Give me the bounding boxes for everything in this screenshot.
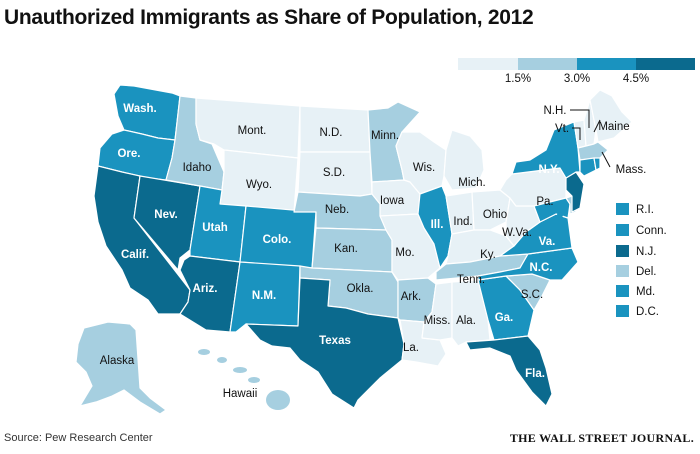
label-fla: Fla. bbox=[525, 368, 545, 380]
label-iowa: Iowa bbox=[380, 195, 405, 207]
side-label-del: Del. bbox=[636, 266, 656, 278]
side-label-md: Md. bbox=[636, 286, 655, 298]
label-texas: Texas bbox=[319, 335, 351, 347]
leader-lines bbox=[570, 109, 611, 168]
label-mass: Mass. bbox=[616, 164, 647, 176]
color-scale-legend: 1.5% 3.0% 4.5% bbox=[458, 58, 695, 85]
label-wva: W.Va. bbox=[502, 227, 532, 239]
state-hawaii bbox=[198, 349, 290, 410]
state-mich bbox=[443, 129, 485, 191]
label-ala: Ala. bbox=[456, 315, 476, 327]
label-alaska: Alaska bbox=[100, 355, 135, 367]
swatch-conn bbox=[616, 224, 629, 236]
label-hawaii: Hawaii bbox=[223, 388, 258, 400]
label-calif: Calif. bbox=[121, 249, 149, 261]
state-conn bbox=[579, 157, 597, 177]
label-ohio: Ohio bbox=[483, 209, 507, 221]
label-miss: Miss. bbox=[424, 315, 451, 327]
label-maine: Maine bbox=[598, 121, 629, 133]
label-nh: N.H. bbox=[544, 105, 567, 117]
label-la: La. bbox=[403, 342, 419, 354]
label-sc: S.C. bbox=[521, 289, 543, 301]
swatch-dc bbox=[616, 305, 629, 317]
label-nd: N.D. bbox=[320, 127, 343, 139]
label-utah: Utah bbox=[202, 222, 228, 234]
state-nh bbox=[583, 99, 597, 147]
label-kan: Kan. bbox=[334, 243, 358, 255]
small-states-legend: R.I. Conn. N.J. Del. Md. D.C. bbox=[616, 203, 667, 318]
label-neb: Neb. bbox=[325, 204, 349, 216]
label-sd: S.D. bbox=[323, 167, 345, 179]
label-wis: Wis. bbox=[413, 162, 435, 174]
state-alaska bbox=[75, 321, 167, 415]
swatch-del bbox=[616, 265, 629, 277]
label-va: Va. bbox=[539, 236, 556, 248]
label-nev: Nev. bbox=[154, 209, 177, 221]
label-ill: Ill. bbox=[431, 219, 444, 231]
swatch-nj bbox=[616, 245, 629, 257]
label-wyo: Wyo. bbox=[246, 179, 272, 191]
side-label-nj: N.J. bbox=[636, 246, 656, 258]
label-ind: Ind. bbox=[453, 216, 472, 228]
label-minn: Minn. bbox=[371, 130, 399, 142]
swatch-ri bbox=[616, 203, 629, 215]
label-nm: N.M. bbox=[252, 290, 276, 302]
state-ill bbox=[417, 185, 453, 269]
label-nc: N.C. bbox=[530, 262, 553, 274]
label-wash: Wash. bbox=[123, 103, 156, 115]
map-title: Unauthorized Immigrants as Share of Popu… bbox=[4, 6, 534, 29]
side-label-ri: R.I. bbox=[636, 204, 654, 216]
label-ariz: Ariz. bbox=[193, 283, 218, 295]
label-idaho: Idaho bbox=[183, 162, 212, 174]
side-label-conn: Conn. bbox=[636, 225, 667, 237]
scale-bin-1 bbox=[458, 58, 518, 70]
label-ga: Ga. bbox=[495, 312, 514, 324]
state-nc bbox=[477, 247, 579, 281]
state-label-group: Wash. Ore. Calif. Nev. Idaho Mont. Wyo. … bbox=[100, 103, 647, 400]
states bbox=[75, 84, 633, 415]
label-mont: Mont. bbox=[238, 125, 267, 137]
scale-tick-2: 3.0% bbox=[564, 73, 590, 85]
state-maine bbox=[589, 89, 633, 143]
label-colo: Colo. bbox=[263, 234, 292, 246]
label-pa: Pa. bbox=[536, 196, 553, 208]
label-vt: Vt. bbox=[555, 123, 569, 135]
label-mo: Mo. bbox=[395, 247, 414, 259]
label-okla: Okla. bbox=[347, 283, 374, 295]
side-label-dc: D.C. bbox=[636, 306, 659, 318]
label-ky: Ky. bbox=[480, 249, 496, 261]
swatch-md bbox=[616, 285, 629, 297]
scale-tick-1: 1.5% bbox=[505, 73, 531, 85]
label-ore: Ore. bbox=[117, 148, 140, 160]
state-fla bbox=[465, 335, 553, 407]
scale-bin-2 bbox=[518, 58, 577, 70]
state-dc bbox=[557, 212, 563, 218]
publisher-logo: THE WALL STREET JOURNAL. bbox=[509, 431, 694, 445]
state-nj bbox=[565, 171, 585, 213]
source-note: Source: Pew Research Center bbox=[4, 432, 153, 444]
state-texas bbox=[245, 277, 405, 409]
scale-bin-4 bbox=[636, 58, 695, 70]
state-ri bbox=[593, 157, 601, 171]
label-tenn: Tenn. bbox=[457, 274, 485, 286]
scale-bin-3 bbox=[577, 58, 636, 70]
label-mich: Mich. bbox=[458, 177, 485, 189]
label-ny: N.Y. bbox=[538, 164, 559, 176]
label-ark: Ark. bbox=[401, 291, 421, 303]
scale-tick-3: 4.5% bbox=[623, 73, 649, 85]
